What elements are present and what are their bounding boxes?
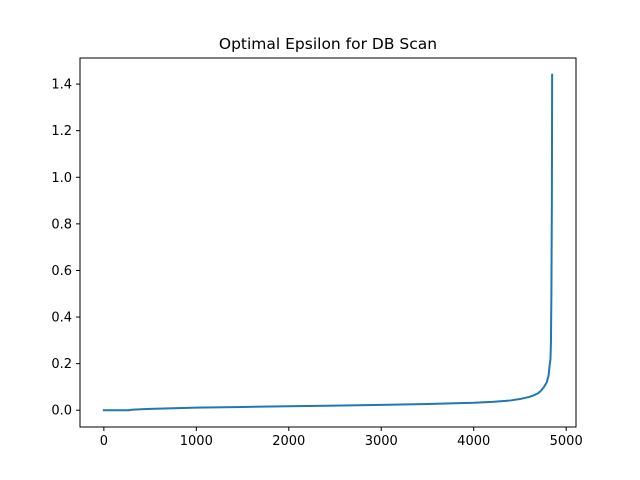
y-tick-label: 0.2 (51, 357, 72, 372)
y-tick-label: 0.6 (51, 264, 72, 279)
series-line (102, 73, 554, 412)
y-axis: 0.0 0.2 0.4 0.6 0.8 1.0 1.2 1.4 (51, 78, 80, 419)
y-tick-label: 0.8 (51, 217, 72, 232)
x-tick-label: 1000 (180, 434, 213, 449)
x-tick-label: 3000 (365, 434, 398, 449)
x-tick-label: 4000 (457, 434, 490, 449)
y-tick-label: 0.0 (51, 404, 72, 419)
axes-frame (79, 57, 577, 428)
plot-area (102, 73, 554, 412)
chart-title: Optimal Epsilon for DB Scan (219, 35, 437, 53)
x-tick-label: 0 (100, 434, 108, 449)
x-axis: 0 1000 2000 3000 4000 5000 (100, 427, 583, 449)
x-tick-label: 5000 (550, 434, 583, 449)
x-tick-label: 2000 (272, 434, 305, 449)
y-tick-label: 1.4 (51, 78, 72, 93)
y-tick-label: 1.2 (51, 124, 72, 139)
y-tick-label: 0.4 (51, 311, 72, 326)
y-tick-label: 1.0 (51, 171, 72, 186)
